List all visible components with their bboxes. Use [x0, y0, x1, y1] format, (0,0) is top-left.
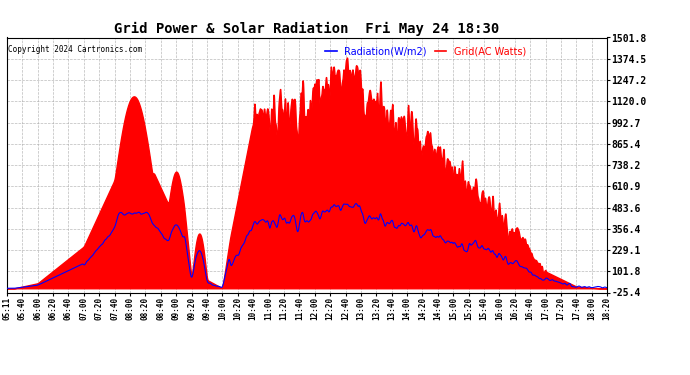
Text: Copyright 2024 Cartronics.com: Copyright 2024 Cartronics.com [8, 45, 142, 54]
Title: Grid Power & Solar Radiation  Fri May 24 18:30: Grid Power & Solar Radiation Fri May 24 … [115, 22, 500, 36]
Legend: Radiation(W/m2), Grid(AC Watts): Radiation(W/m2), Grid(AC Watts) [321, 42, 531, 60]
